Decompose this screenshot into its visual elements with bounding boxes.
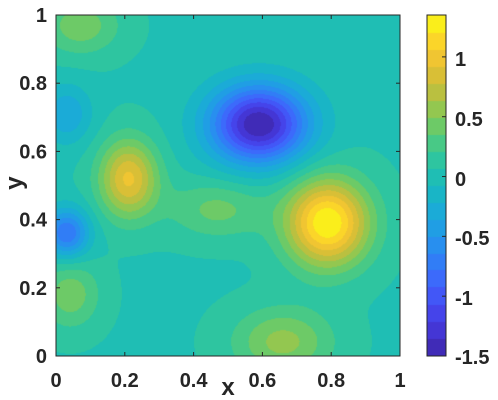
y-axis-label: y <box>1 176 28 190</box>
y-tick-label: 0.8 <box>19 73 47 95</box>
colorbar-tick-label: 0.5 <box>455 109 483 131</box>
y-tick-label: 0.6 <box>19 141 47 163</box>
colorbar-gradient <box>427 15 446 356</box>
x-tick-label: 0 <box>50 370 61 392</box>
colorbar: 1 0.5 0 -0.5 -1 -1.5 <box>426 14 489 369</box>
x-tick-label: 0.8 <box>317 370 345 392</box>
x-axis-label: x <box>221 374 235 400</box>
x-tick-labels: 0 0.2 0.4 0.6 0.8 1 <box>50 370 405 392</box>
x-tick-label: 0.2 <box>111 370 139 392</box>
y-tick-label: 0.2 <box>19 278 47 300</box>
colorbar-ticks <box>442 56 446 357</box>
colorbar-tick-label: -0.5 <box>455 228 489 250</box>
x-tick-label: 1 <box>394 370 405 392</box>
plot-ticks <box>55 14 401 357</box>
y-tick-labels: 0 0.2 0.4 0.6 0.8 1 <box>19 5 48 368</box>
colorbar-tick-label: -1.5 <box>455 347 489 369</box>
y-tick-label: 0 <box>36 346 47 368</box>
y-tick-label: 0.4 <box>19 210 48 232</box>
y-tick-label: 1 <box>36 5 47 27</box>
colorbar-tick-label: 1 <box>455 49 466 71</box>
x-tick-label: 0.4 <box>180 370 209 392</box>
colorbar-tick-label: -1 <box>455 288 473 310</box>
plot-area <box>55 14 401 357</box>
x-tick-label: 0.6 <box>248 370 276 392</box>
colorbar-tick-label: 0 <box>455 169 466 191</box>
contour-fill <box>56 15 400 356</box>
